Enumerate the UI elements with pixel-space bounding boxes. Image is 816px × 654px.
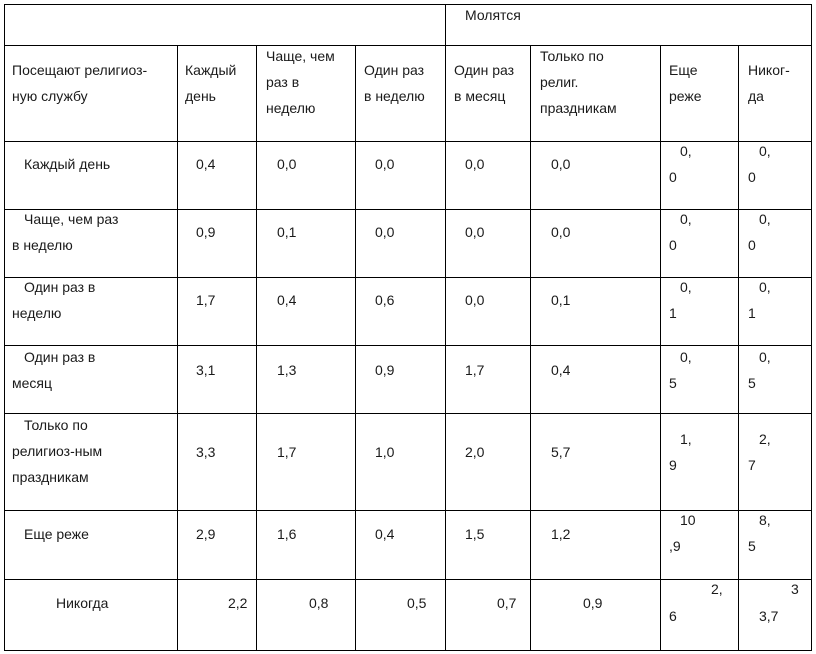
table-cell: 1,7: [196, 292, 216, 308]
table-cell: 0,: [680, 211, 692, 227]
table-cell: 3,3: [196, 444, 216, 460]
row-label: Каждый день: [24, 156, 111, 172]
table-cell: 1: [669, 305, 677, 321]
table-cell: 0,0: [465, 156, 485, 172]
table-cell: 9: [669, 457, 677, 473]
table-cell: 0,9: [375, 362, 395, 378]
table-cell: 0,4: [551, 362, 571, 378]
row-label: неделю: [12, 305, 62, 321]
table-cell: 1,5: [465, 526, 485, 542]
table-cell: 0,: [680, 279, 692, 295]
row-label: месяц: [12, 375, 53, 391]
table-cell: 0,9: [583, 595, 603, 611]
table-cell: 0,: [759, 279, 771, 295]
table-cell: 5: [748, 538, 756, 554]
table-cell: 2,0: [465, 444, 485, 460]
table-cell: 1,6: [277, 526, 297, 542]
table-cell: 0,7: [497, 595, 517, 611]
table-cell: 1,: [680, 431, 692, 447]
table-cell: 0,0: [465, 292, 485, 308]
table-cell: 1,7: [465, 362, 485, 378]
table-cell: 0,5: [407, 595, 427, 611]
table-cell: 0,4: [277, 292, 297, 308]
table-cell: 0,8: [309, 595, 329, 611]
row-label: Еще реже: [24, 526, 89, 542]
table-cell: 0,9: [196, 224, 216, 240]
table-cell: 0,6: [375, 292, 395, 308]
row-label: Никогда: [56, 595, 109, 611]
table-cell: 3,1: [196, 362, 216, 378]
row-label: в неделю: [12, 237, 73, 253]
table-cell: 0,0: [375, 224, 395, 240]
table-cell: 0: [669, 237, 677, 253]
table-cell: 0,: [680, 143, 692, 159]
table-cell: 3: [791, 581, 799, 597]
table-cell: 0,0: [465, 224, 485, 240]
table-cell: 5: [669, 375, 677, 391]
table-cell: 0,4: [196, 156, 216, 172]
row-label: Только по: [24, 417, 88, 433]
row-label: религиоз-ным: [12, 443, 103, 459]
table-cell: 0,0: [551, 224, 571, 240]
row-label: Один раз в: [24, 279, 96, 295]
table-cell: 0,0: [375, 156, 395, 172]
group-header: Молятся: [465, 7, 521, 23]
table-cell: 0,0: [551, 156, 571, 172]
table-cell: 1,3: [277, 362, 297, 378]
table-cell: 0,0: [277, 156, 297, 172]
table-cell: 0,: [680, 349, 692, 365]
table-cell: ,9: [669, 538, 681, 554]
table-cell: 0,1: [551, 292, 571, 308]
table-cell: 2,2: [228, 595, 248, 611]
table-cell: 5,7: [551, 444, 571, 460]
table-cell: 0: [748, 169, 756, 185]
table-cell: 2,9: [196, 526, 216, 542]
table-cell: 1,7: [277, 444, 297, 460]
table-cell: 0,1: [277, 224, 297, 240]
row-label: Чаще, чем раз: [24, 211, 119, 227]
table-cell: 3,7: [759, 608, 779, 624]
table-cell: 0,4: [375, 526, 395, 542]
table-cell: 8,: [759, 512, 771, 528]
table-cell: 1,2: [551, 526, 571, 542]
table-cell: 10: [680, 512, 696, 528]
table-cell: 5: [748, 375, 756, 391]
row-label: праздникам: [12, 469, 89, 485]
table-cell: 0: [748, 237, 756, 253]
table-cell: 0: [669, 169, 677, 185]
table-cell: 6: [669, 608, 677, 624]
row-label: Один раз в: [24, 349, 96, 365]
table-cell: 1: [748, 305, 756, 321]
table-cell: 0,: [759, 211, 771, 227]
table-cell: 0,: [759, 143, 771, 159]
table-cell: 1,0: [375, 444, 395, 460]
table-cell: 2,: [759, 431, 771, 447]
table-cell: 2,: [711, 581, 723, 597]
table-cell: 7: [748, 457, 756, 473]
table-cell: 0,: [759, 349, 771, 365]
